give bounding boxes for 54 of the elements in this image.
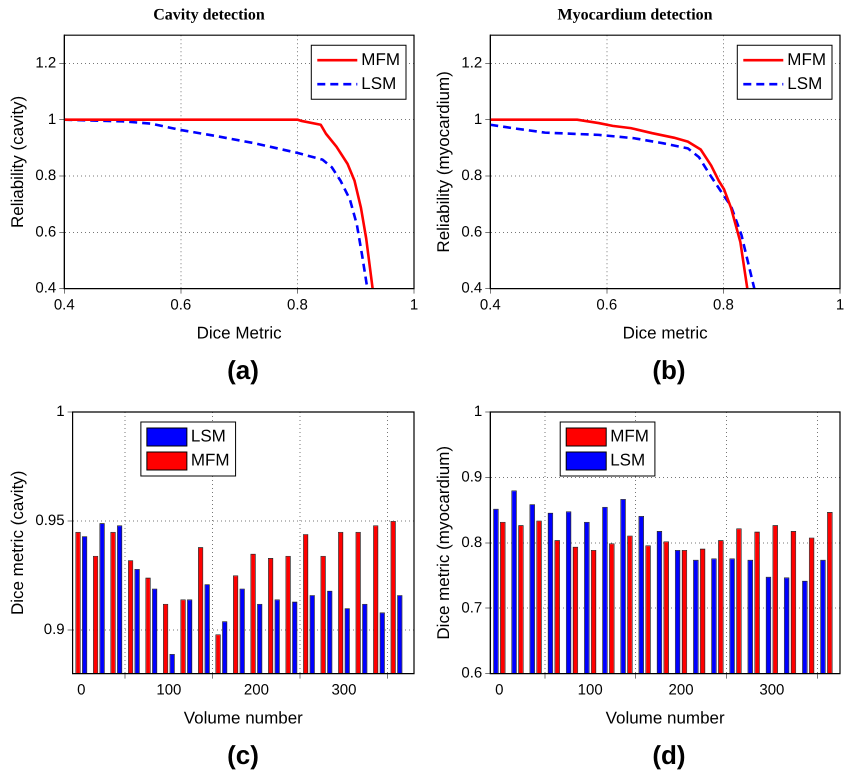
x-tick-label: 1 <box>410 296 418 314</box>
y-tick-label: 0.4 <box>461 280 482 297</box>
y-axis-title: Reliability (myocardium) <box>434 71 453 253</box>
chart-title: Cavity detection <box>153 6 265 24</box>
x-tick-label: 0 <box>77 682 86 699</box>
x-tick-label: 200 <box>668 682 694 699</box>
legend-label: LSM <box>190 426 226 446</box>
y-tick-label: 1.2 <box>461 54 482 72</box>
y-tick-label: 0.6 <box>35 223 56 240</box>
y-tick-label: 0.6 <box>461 664 482 682</box>
y-tick-label: 0.9 <box>461 468 482 486</box>
y-tick-label: 0.8 <box>461 534 482 551</box>
x-tick-label: 100 <box>156 682 182 699</box>
x-axis-title: Dice metric <box>622 323 708 342</box>
legend-label: MFM <box>610 426 649 446</box>
y-tick-label: 0.4 <box>35 280 56 297</box>
x-tick-label: 0.8 <box>712 296 734 314</box>
legend-label: LSM <box>361 74 396 93</box>
legend-label: LSM <box>787 74 822 93</box>
y-axis-title: Dice metric (cavity) <box>8 470 27 616</box>
text: (c) <box>226 739 260 772</box>
text: (b) <box>651 354 687 387</box>
x-axis-title: Volume number <box>606 708 725 728</box>
x-tick-label: 100 <box>578 682 603 699</box>
legend-label: LSM <box>610 450 646 470</box>
legend-label: MFM <box>361 50 400 69</box>
legend-label: MFM <box>787 50 826 69</box>
y-tick-label: 0.8 <box>35 167 56 184</box>
x-tick-label: 0.6 <box>170 296 192 314</box>
x-tick-label: 0.8 <box>286 296 308 314</box>
x-tick-label: 1 <box>836 296 844 314</box>
y-tick-label: 1 <box>474 403 482 420</box>
y-axis-title: Reliability (cavity) <box>8 96 27 228</box>
x-tick-label: 0.6 <box>596 296 618 314</box>
y-tick-label: 0.95 <box>35 512 65 530</box>
x-axis-title: Dice Metric <box>196 323 282 342</box>
y-tick-label: 1 <box>474 110 482 128</box>
text: (a) <box>226 354 260 387</box>
x-tick-label: 200 <box>244 682 269 699</box>
y-tick-label: 0.8 <box>461 167 482 184</box>
x-tick-label: 300 <box>759 682 784 699</box>
y-tick-label: 0.6 <box>461 223 482 240</box>
y-tick-label: 1.2 <box>35 54 56 72</box>
y-tick-label: 0.7 <box>461 599 482 616</box>
x-tick-label: 300 <box>331 682 356 699</box>
legend-label: MFM <box>190 450 230 470</box>
y-axis-title: Dice metric (myocardium) <box>434 446 453 640</box>
x-tick-label: 0 <box>495 682 504 699</box>
y-tick-label: 1 <box>48 110 56 128</box>
y-tick-label: 0.9 <box>44 621 65 638</box>
text: (d) <box>651 739 687 772</box>
y-tick-label: 1 <box>56 403 65 420</box>
chart-title: Myocardium detection <box>557 6 713 24</box>
x-axis-title: Volume number <box>184 708 304 728</box>
